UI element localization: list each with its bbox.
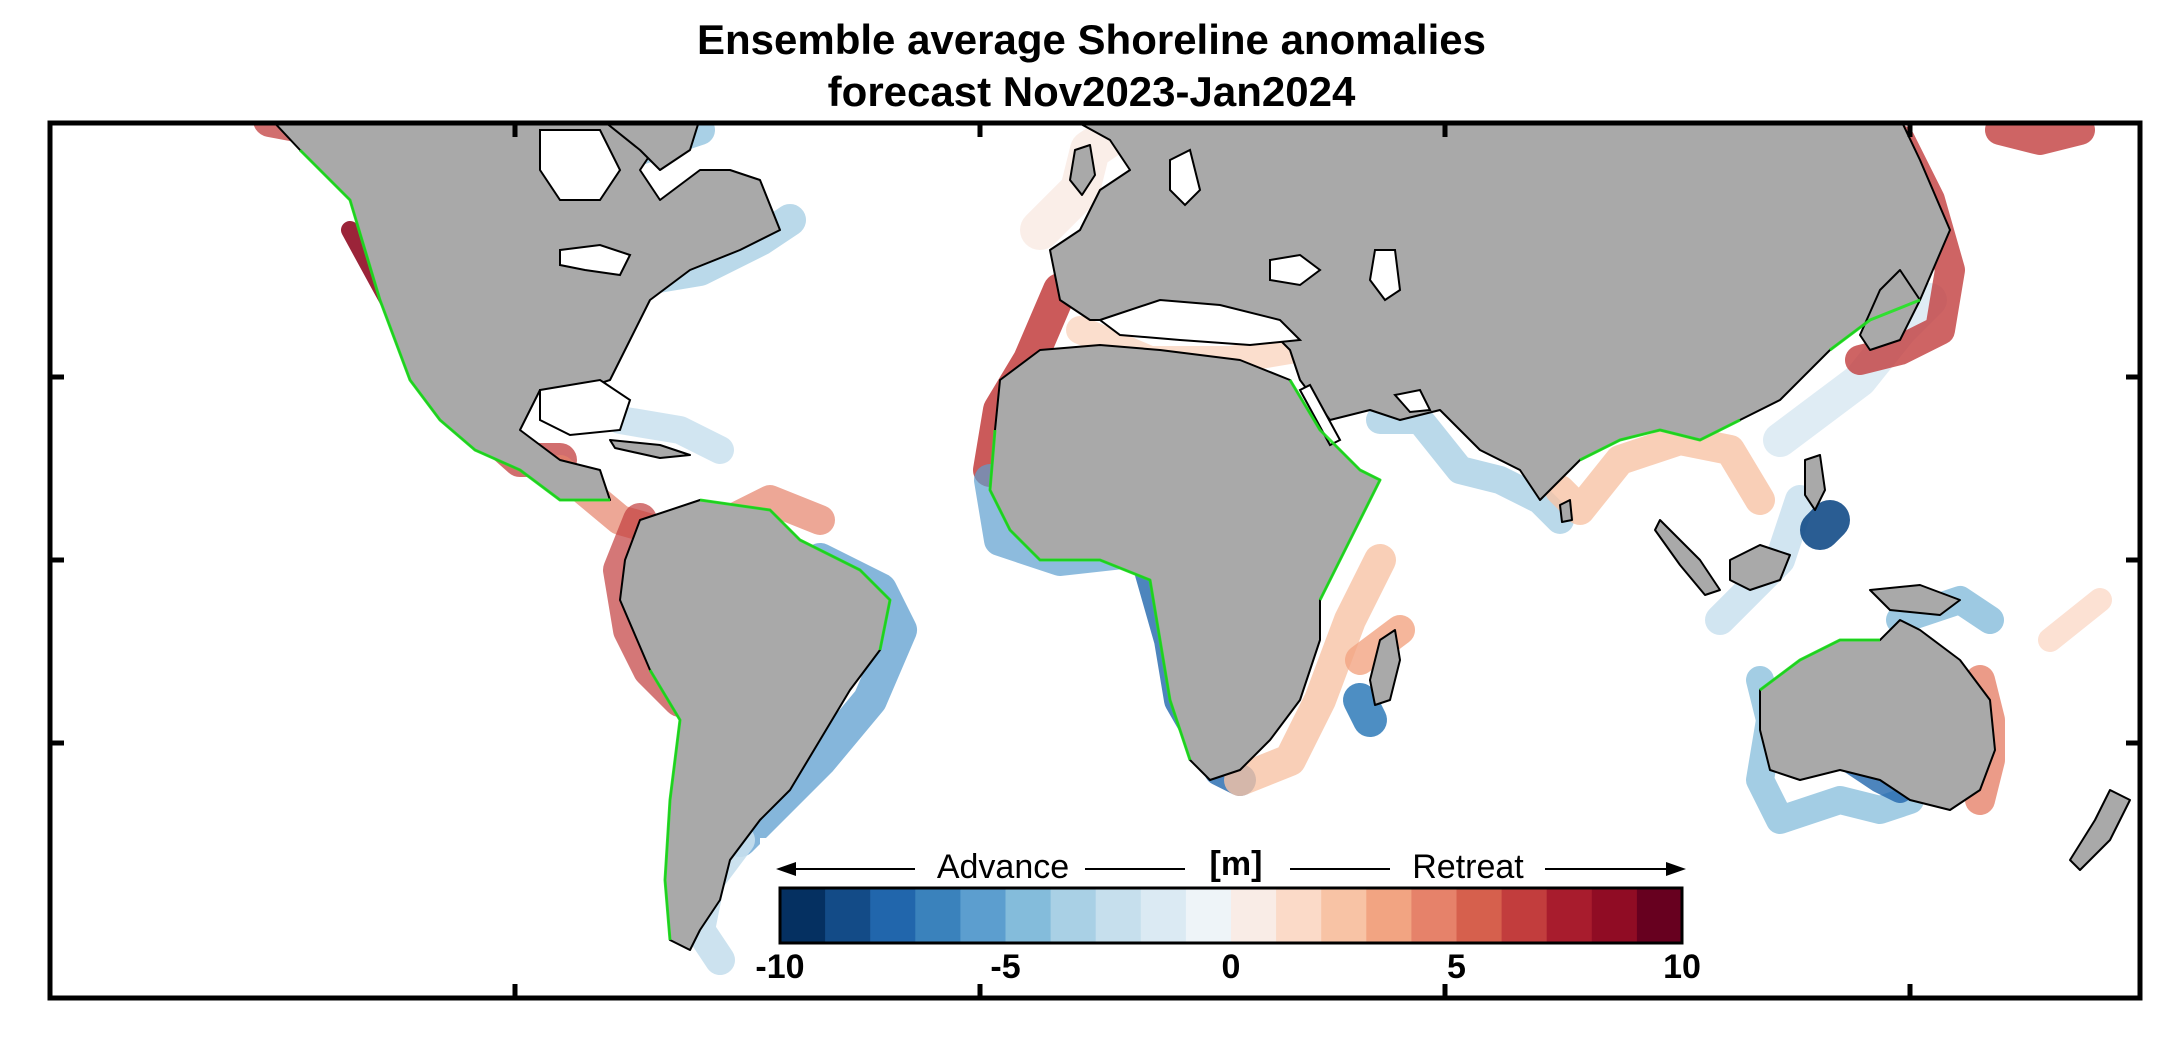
map-content [253, 123, 2131, 975]
persian-gulf [1393, 388, 1432, 414]
hudson-bay [539, 129, 622, 201]
gulf-of-mexico [539, 378, 632, 437]
caspian-sea [1368, 249, 1402, 302]
colorbar-legend: -10 -5 0 5 10 Advance [m] Retreat [755, 838, 1710, 986]
colorbar-cell [1185, 888, 1232, 943]
map-frame [47, 120, 2143, 1001]
colorbar-cell [1411, 888, 1457, 943]
colorbar-tick-label: 0 [1222, 948, 1241, 986]
colorbar-cell [825, 888, 871, 943]
black-sea [1269, 253, 1322, 287]
colorbar-cell [1501, 888, 1548, 943]
colorbar-cell [1140, 888, 1187, 943]
cuba [609, 439, 691, 459]
mediterranean-sea [1097, 298, 1303, 347]
colorbar-cell [1005, 888, 1052, 943]
sumatra [1654, 519, 1721, 596]
colorbar-cell [1546, 888, 1593, 943]
new-zealand [2069, 789, 2131, 871]
japan [1859, 269, 1921, 351]
colorbar-tick-label: 10 [1663, 948, 1701, 986]
colorbar-cell [1456, 888, 1503, 943]
map-title-line2: forecast Nov2023-Jan2024 [827, 68, 1356, 115]
baltic-sea [1169, 148, 1202, 207]
colorbar-cell [1231, 888, 1277, 943]
advance-label: Advance [937, 848, 1069, 886]
colorbar-cell [1366, 888, 1412, 943]
unit-label: [m] [1210, 845, 1263, 883]
colorbar-cell [780, 888, 826, 943]
retreat-arrow [1290, 862, 1686, 876]
sri-lanka [1559, 499, 1573, 523]
colorbar-tick-label: 5 [1447, 948, 1466, 986]
map-title-line1: Ensemble average Shoreline anomalies [696, 16, 1487, 63]
retreat-label: Retreat [1412, 848, 1524, 886]
colorbar-frame [778, 886, 1684, 945]
colorbar-cell [1095, 888, 1142, 943]
colorbar-cells [780, 888, 1683, 943]
advance-arrow [776, 862, 1185, 876]
colorbar-cell [915, 888, 961, 943]
borneo [1729, 544, 1791, 591]
philippines [1804, 454, 1826, 511]
colorbar-cell [1591, 888, 1638, 943]
madagascar [1369, 629, 1401, 706]
colorbar-tick-label: -10 [755, 948, 804, 986]
colorbar-cell [1276, 888, 1322, 943]
land-masses [273, 123, 2131, 951]
colorbar-cell [870, 888, 916, 943]
great-britain [1069, 144, 1096, 196]
new-guinea [1869, 584, 1961, 616]
colorbar-tick-label: -5 [990, 948, 1020, 986]
greenland [604, 123, 700, 171]
colorbar-cell [960, 888, 1006, 943]
red-sea [1298, 383, 1342, 447]
colorbar-ticks: -10 -5 0 5 10 [755, 948, 1700, 986]
great-lakes [559, 243, 632, 277]
colorbar-cell [1636, 888, 1683, 943]
colorbar-cell [1321, 888, 1367, 943]
inland-waters [539, 129, 1432, 447]
colorbar-cell [1050, 888, 1097, 943]
coastline-highlight [298, 148, 1921, 941]
